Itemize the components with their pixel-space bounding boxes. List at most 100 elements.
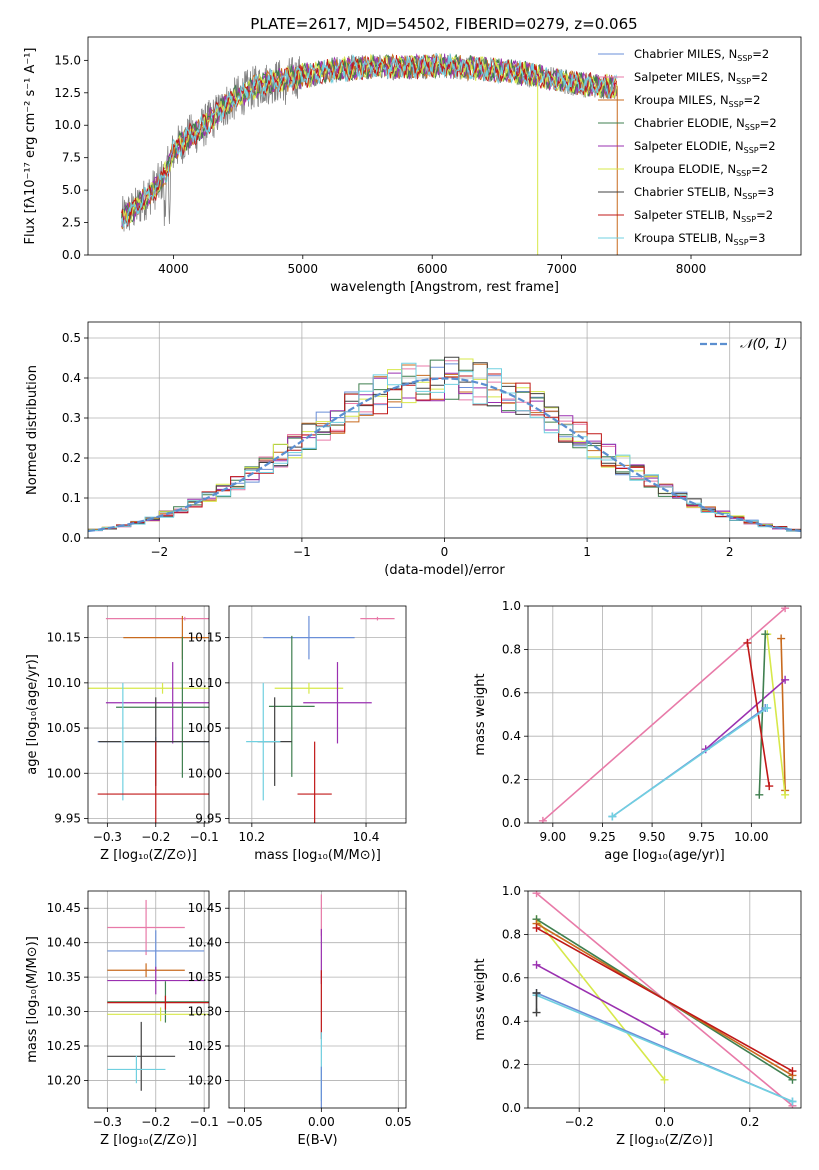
plot-area-weight_vs_age <box>538 606 790 823</box>
axes-frame <box>87 890 210 1109</box>
x-axis-label: Z [log₁₀(Z/Z⊙)] <box>616 1133 713 1148</box>
y-tick-label: 0.2 <box>62 451 81 465</box>
legend-sub: SSP <box>745 123 760 132</box>
x-tick-label: 5000 <box>288 262 319 276</box>
series-marker <box>781 606 790 613</box>
y-tick-label: 10.45 <box>47 901 81 915</box>
series-marker <box>743 638 752 647</box>
x-tick-label: −0.2 <box>565 1115 594 1129</box>
x-tick-label: 0.05 <box>385 1115 412 1129</box>
panel-age_vs_mass: 10.2 10.4 9.95 10.00 10.05 10.10 10.15 mass [lo… <box>188 605 407 863</box>
errorbar-point <box>107 995 209 1010</box>
legend-suffix: =2 <box>759 139 776 153</box>
y-tick-label: 2.5 <box>62 216 81 230</box>
histogram-kroupa_stelib <box>88 362 801 532</box>
series-marker <box>532 960 541 969</box>
legend-suffix: =2 <box>744 93 761 107</box>
x-tick-label: −2 <box>150 545 168 559</box>
y-tick-label: 10.35 <box>188 970 222 984</box>
series-line <box>536 964 665 1035</box>
errorbar-point <box>263 615 355 660</box>
x-tick-label: 0 <box>441 545 449 559</box>
errorbar-point <box>360 616 395 621</box>
legend-sub: SSP <box>736 169 751 178</box>
axes-frame <box>87 321 802 539</box>
series-marker <box>761 630 770 639</box>
y-axis-label: Flux [fλ10⁻¹⁷ erg cm⁻² s⁻¹ A⁻¹] <box>23 48 38 245</box>
legend-suffix: =2 <box>756 208 773 222</box>
series-line <box>536 927 793 1072</box>
series-chabrier_stelib <box>532 988 541 1017</box>
y-tick-label: 0.6 <box>502 686 521 700</box>
series-marker <box>765 782 774 791</box>
series-marker <box>781 675 790 684</box>
legend-entry: 𝒩(0, 1) <box>740 337 787 352</box>
y-tick-label: 0.6 <box>502 971 521 985</box>
axes-frame <box>527 605 802 824</box>
x-tick-label: 9.75 <box>688 830 715 844</box>
legend-label: Salpeter ELODIE, N <box>634 139 744 153</box>
y-axis-label: Normed distribution <box>25 365 40 495</box>
y-tick-label: 10.40 <box>188 936 222 950</box>
plot-area-mass_vs_Z <box>107 899 209 1091</box>
y-tick-label: 10.10 <box>188 676 222 690</box>
x-tick-label: 10.4 <box>353 830 380 844</box>
errorbar-point <box>88 682 209 694</box>
y-tick-label: 10.25 <box>47 1039 81 1053</box>
plot-area-age_vs_mass <box>246 615 395 823</box>
series-marker <box>755 790 764 799</box>
legend-suffix: =3 <box>749 231 766 245</box>
series-marker <box>532 923 541 932</box>
series-kroupa_stelib <box>608 703 772 821</box>
y-tick-label: 5.0 <box>62 183 81 197</box>
legend-entry: Kroupa ELODIE, NSSP=2 <box>634 162 768 178</box>
y-tick-label: 0.4 <box>62 371 81 385</box>
model-line-kroupa_stelib <box>121 52 618 229</box>
panel-mass_vs_Z: −0.3 −0.2 −0.1 10.20 10.25 10.30 10.35 10.40 10.… <box>25 890 219 1148</box>
errorbar-point <box>303 662 372 744</box>
legend-sub: SSP <box>741 215 756 224</box>
y-tick-label: 10.00 <box>47 766 81 780</box>
series-marker <box>660 1030 669 1039</box>
errorbar-point <box>246 682 281 801</box>
legend-sub: SSP <box>742 192 757 201</box>
legend-label: Salpeter STELIB, N <box>634 208 741 222</box>
model-line-salpeter_elodie <box>121 53 618 227</box>
x-tick-label: 1 <box>583 545 591 559</box>
y-tick-label: 10.15 <box>47 631 81 645</box>
series-marker <box>788 1067 797 1076</box>
series-marker <box>788 1097 797 1106</box>
series-line <box>758 634 767 795</box>
axes-frame <box>87 605 210 824</box>
legend-sub: SSP <box>744 146 759 155</box>
y-tick-label: 10.0 <box>54 118 81 132</box>
series-marker <box>532 988 541 997</box>
series-line <box>766 634 786 795</box>
y-tick-label: 0.2 <box>502 1058 521 1072</box>
x-tick-label: 10.2 <box>238 830 265 844</box>
x-tick-label: 7000 <box>546 262 577 276</box>
y-tick-label: 9.95 <box>195 811 222 825</box>
plot-area-residuals <box>88 356 801 533</box>
y-tick-label: 10.30 <box>188 1005 222 1019</box>
y-tick-label: 0.5 <box>62 331 81 345</box>
axes-frame <box>527 890 802 1109</box>
errorbar-point <box>107 1055 166 1084</box>
x-tick-label: 9.00 <box>539 830 566 844</box>
series-salpeter_stelib <box>532 923 797 1076</box>
legend-entry: Salpeter MILES, NSSP=2 <box>634 70 768 86</box>
plot-area-weight_vs_Z <box>532 891 797 1108</box>
errorbar-point <box>107 1021 176 1091</box>
x-tick-label: −0.3 <box>93 1115 122 1129</box>
chart-layer: 4000 5000 6000 7000 80000.02.55.07.510.012.5… <box>23 36 802 1148</box>
legend-sub: SSP <box>729 100 744 109</box>
legend-label: Chabrier STELIB, N <box>634 185 742 199</box>
x-tick-label: 0.2 <box>740 1115 759 1129</box>
histogram-salpeter_stelib <box>88 373 801 531</box>
y-axis-label: mass weight <box>473 673 488 755</box>
errorbar-point <box>107 899 185 956</box>
x-tick-label: −0.3 <box>93 830 122 844</box>
figure-title: PLATE=2617, MJD=54502, FIBERID=0279, z=0… <box>250 15 637 33</box>
panel-spectrum: 4000 5000 6000 7000 8000 0.0 2.5 5.0 7.5 10.0 12.5… <box>23 36 802 295</box>
legend-suffix: =2 <box>752 47 769 61</box>
